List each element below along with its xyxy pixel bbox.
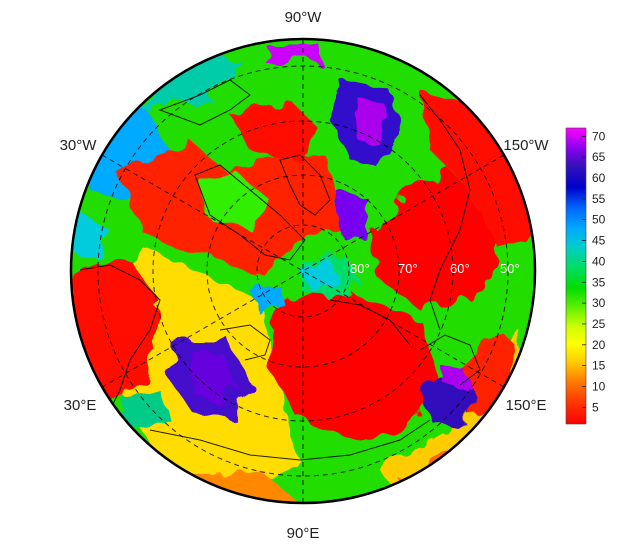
- colorbar-tick-label: 70: [592, 129, 606, 143]
- colorbar-tick-label: 55: [592, 192, 606, 206]
- lat-label-60: 60°: [450, 261, 470, 276]
- lon-label-top: 90°W: [285, 9, 323, 26]
- colorbar-tick-label: 50: [592, 213, 606, 227]
- colorbar: 70 65 60 55 50 45 40 35 30 25 20 15 10 5: [565, 127, 606, 425]
- colorbar-ticks: 70 65 60 55 50 45 40 35 30 25 20 15 10 5: [582, 129, 606, 414]
- lon-label-upper-left: 30°W: [60, 137, 98, 154]
- longitude-labels: 90°W 30°W 150°W 30°E 150°E 90°E: [60, 9, 550, 542]
- lat-label-70: 70°: [398, 261, 418, 276]
- colorbar-tick-label: 65: [592, 150, 606, 164]
- lon-label-upper-right: 150°W: [503, 137, 549, 154]
- colorbar-tick-label: 10: [592, 379, 606, 393]
- lat-label-50: 50°: [500, 261, 520, 276]
- colorbar-tick-label: 20: [592, 338, 606, 352]
- data-field: [71, 39, 535, 503]
- colorbar-tick-label: 15: [592, 359, 606, 373]
- lat-label-80: 80°: [350, 261, 370, 276]
- colorbar-tick-label: 5: [592, 400, 599, 414]
- lon-label-lower-right: 150°E: [505, 397, 546, 414]
- colorbar-gradient: [565, 127, 587, 425]
- colorbar-tick-label: 45: [592, 234, 606, 248]
- colorbar-tick-label: 35: [592, 275, 606, 289]
- colorbar-tick-label: 60: [592, 171, 606, 185]
- latitude-labels: 80° 70° 60° 50°: [350, 261, 520, 276]
- lon-label-lower-left: 30°E: [64, 397, 97, 414]
- map-boundary: [69, 37, 537, 505]
- colorbar-tick-label: 30: [592, 296, 606, 310]
- lon-label-bottom: 90°E: [287, 525, 320, 542]
- colorbar-tick-label: 25: [592, 317, 606, 331]
- graticule: [97, 39, 509, 503]
- colorbar-tick-label: 40: [592, 254, 606, 268]
- coastlines: [79, 79, 481, 461]
